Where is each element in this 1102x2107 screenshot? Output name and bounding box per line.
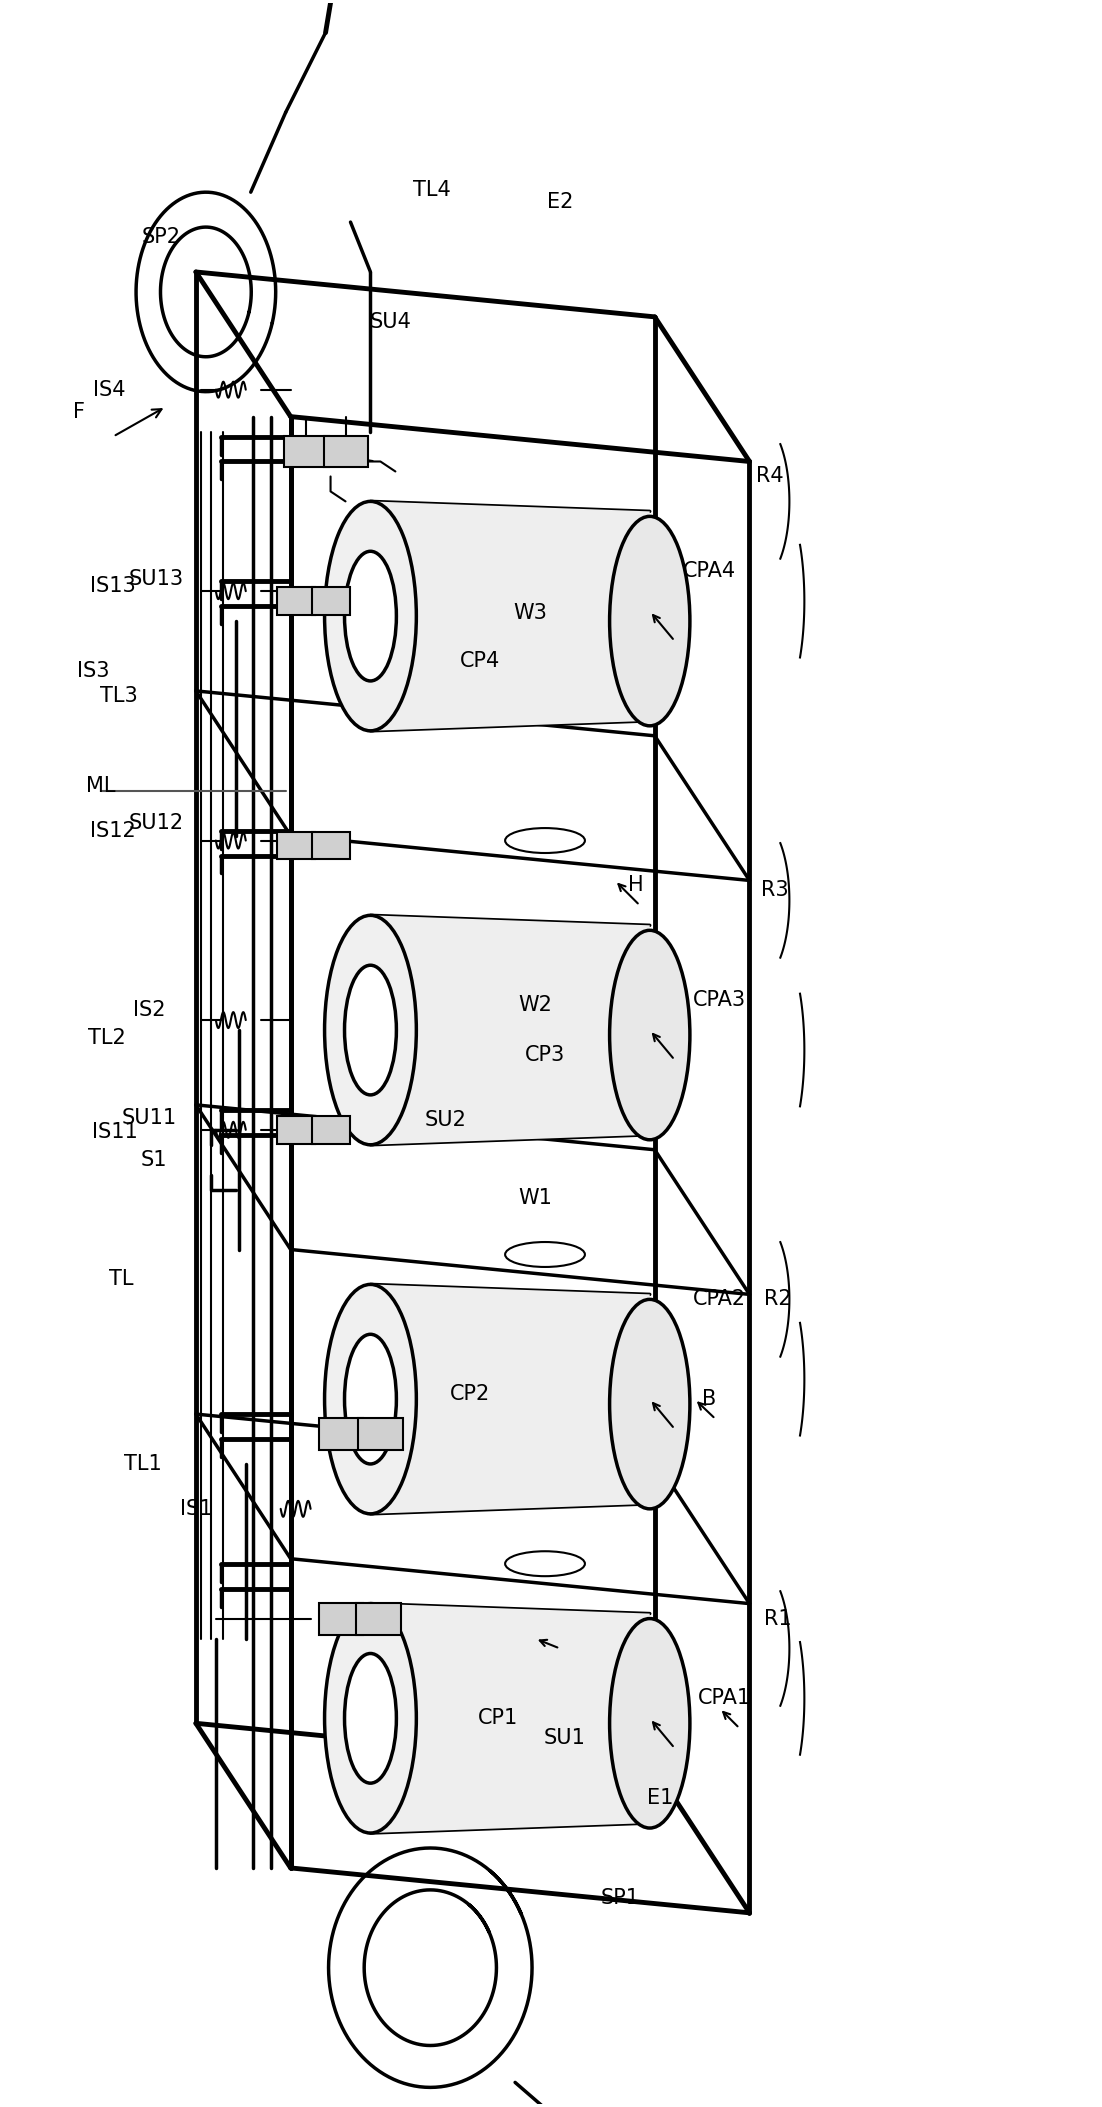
FancyBboxPatch shape [312,1117,349,1144]
Text: W2: W2 [518,995,552,1016]
Text: IS11: IS11 [93,1121,138,1142]
Ellipse shape [325,1603,417,1833]
Text: SP1: SP1 [601,1888,639,1907]
Text: SU3: SU3 [345,582,387,600]
Text: IS2: IS2 [132,1001,165,1020]
Ellipse shape [609,1300,690,1509]
Text: F: F [73,402,85,421]
Text: SU12: SU12 [129,813,184,832]
Ellipse shape [345,1654,397,1783]
Ellipse shape [345,1334,397,1464]
Polygon shape [370,914,650,1144]
Text: SU2: SU2 [424,1110,466,1129]
Ellipse shape [325,1285,417,1513]
Text: SP2: SP2 [141,228,181,247]
FancyBboxPatch shape [356,1603,401,1635]
Text: R1: R1 [764,1608,791,1629]
Ellipse shape [609,1618,690,1829]
Text: SU13: SU13 [129,569,184,590]
Ellipse shape [609,931,690,1140]
Polygon shape [370,501,650,731]
Polygon shape [370,1603,650,1833]
Ellipse shape [325,914,417,1144]
Text: TL: TL [109,1268,133,1289]
Polygon shape [370,1285,650,1513]
Text: R4: R4 [756,466,784,487]
FancyBboxPatch shape [312,832,349,860]
Text: TL1: TL1 [125,1454,162,1475]
FancyBboxPatch shape [277,832,314,860]
Text: CPA4: CPA4 [683,560,736,582]
Text: H: H [628,874,644,895]
Text: W1: W1 [518,1188,552,1207]
Text: E2: E2 [547,192,573,213]
Text: CPA1: CPA1 [698,1688,752,1709]
Text: TL3: TL3 [100,687,138,706]
Text: ML: ML [86,775,116,796]
Text: IS1: IS1 [180,1498,213,1519]
Text: CPA3: CPA3 [693,990,746,1009]
FancyBboxPatch shape [318,1603,364,1635]
Text: B: B [702,1389,716,1410]
Text: CP3: CP3 [525,1045,565,1064]
Text: IS3: IS3 [77,662,109,681]
Ellipse shape [345,552,397,681]
FancyBboxPatch shape [277,1117,314,1144]
Ellipse shape [345,965,397,1096]
FancyBboxPatch shape [283,436,328,468]
FancyBboxPatch shape [324,436,368,468]
Text: R3: R3 [760,881,788,900]
Text: IS4: IS4 [93,379,126,400]
Text: R2: R2 [764,1289,791,1308]
Text: SU11: SU11 [121,1108,176,1127]
Text: CP2: CP2 [450,1384,490,1403]
Ellipse shape [325,501,417,731]
Text: TL4: TL4 [413,181,451,200]
Text: IS12: IS12 [90,820,136,841]
Text: TL2: TL2 [88,1028,126,1047]
Text: IS13: IS13 [90,575,136,596]
FancyBboxPatch shape [312,588,349,615]
Text: SU1: SU1 [544,1728,586,1749]
Text: SU4: SU4 [369,312,411,331]
Text: E1: E1 [647,1789,673,1808]
FancyBboxPatch shape [277,588,314,615]
Text: S1: S1 [141,1150,168,1169]
Text: CPA2: CPA2 [693,1289,746,1308]
FancyBboxPatch shape [318,1418,364,1450]
FancyBboxPatch shape [358,1418,403,1450]
Text: CP4: CP4 [460,651,500,670]
Ellipse shape [609,516,690,725]
Text: W3: W3 [514,603,547,624]
Text: CP1: CP1 [478,1709,518,1728]
